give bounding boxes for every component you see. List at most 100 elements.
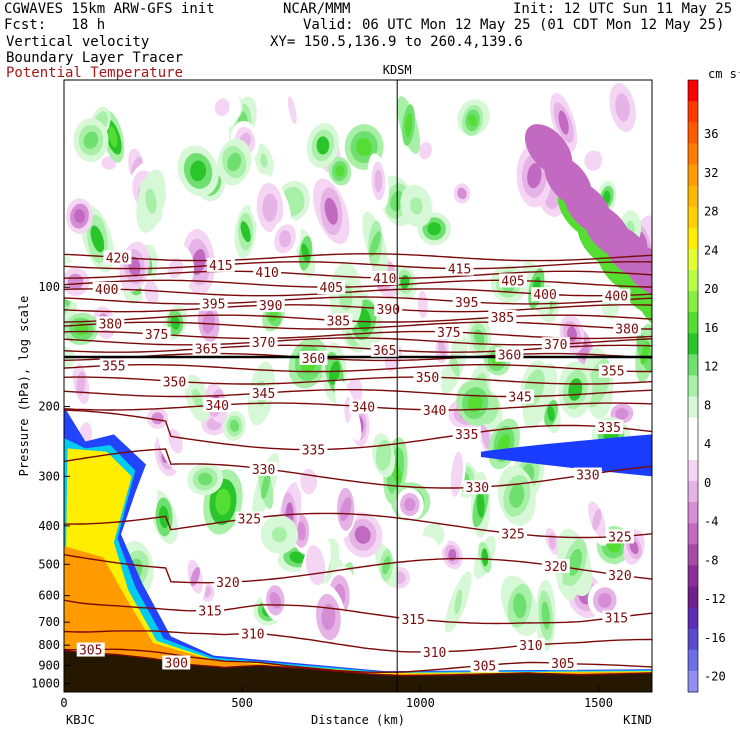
- colorbar-tick-label: -12: [704, 592, 726, 606]
- isentrope-label-bg: [598, 363, 627, 378]
- isentrope-line: [64, 512, 652, 539]
- w-cell: [229, 419, 239, 432]
- isentrope-label-bg: [516, 637, 545, 652]
- y-tick-label: 700: [38, 615, 60, 629]
- isentrope-label: 420: [106, 251, 129, 266]
- isentrope-label-layer: 300 305 305 305 310 310 310 315 315 315 320 320 320 3…: [76, 250, 642, 674]
- colorbar-swatch: [688, 143, 698, 165]
- w-cell: [374, 169, 383, 193]
- isentrope-line: [64, 253, 652, 262]
- isentrope-label-bg: [92, 281, 121, 296]
- colorbar-swatch: [688, 438, 698, 461]
- w-cell: [335, 165, 345, 177]
- w-cell: [74, 209, 85, 224]
- isentrope-label-bg: [196, 603, 225, 618]
- w-cell: [316, 136, 330, 155]
- isentrope-label: 330: [576, 469, 599, 484]
- isentrope-label-bg: [470, 658, 499, 673]
- isentrope-label-bg: [399, 612, 428, 627]
- w-cell: [321, 603, 336, 631]
- w-cell: [629, 540, 639, 555]
- colorbar-swatch: [688, 122, 698, 144]
- isentrope-line: [64, 389, 652, 398]
- w-cell: [467, 394, 483, 413]
- colorbar-swatch: [688, 269, 698, 292]
- w-cell: [481, 423, 491, 450]
- colorbar-tick-label: -8: [704, 553, 718, 567]
- isentrope-label: 320: [544, 560, 567, 575]
- colorbar-swatch: [688, 565, 698, 587]
- isentrope-line: [64, 279, 652, 288]
- x-axis-title: Distance (km): [311, 713, 405, 727]
- w-cell: [615, 93, 630, 122]
- header-field-boundary-layer: Boundary Layer Tracer: [6, 50, 184, 66]
- isentrope-label: 310: [423, 646, 446, 661]
- isentrope-label-bg: [103, 250, 132, 265]
- isentrope-label: 340: [423, 404, 446, 419]
- header-field-theta: Potential Temperature: [6, 65, 184, 81]
- terrain: [64, 650, 652, 692]
- w-cell: [262, 193, 278, 222]
- isentrope-label: 310: [241, 628, 264, 643]
- isentrope-label: 360: [302, 352, 325, 367]
- isentrope-label: 345: [508, 391, 531, 406]
- w-cell: [202, 310, 216, 334]
- y-tick-label: 100: [38, 280, 60, 294]
- tracer-layer: [480, 434, 652, 477]
- isentrope-label-bg: [602, 288, 631, 303]
- isentrope-label-bg: [199, 296, 228, 311]
- isentrope-label: 330: [252, 463, 275, 478]
- isentrope-label: 350: [416, 371, 439, 386]
- w-cell: [287, 96, 297, 125]
- colorbar-swatch: [688, 544, 698, 566]
- isentrope-label: 320: [216, 576, 239, 591]
- w-cell: [289, 551, 305, 564]
- isentrope-label: 340: [205, 399, 228, 414]
- colorbar-tick-label: 16: [704, 321, 718, 335]
- isentrope-label-bg: [370, 342, 399, 357]
- isentrope-label-bg: [413, 370, 442, 385]
- isentrope-label-bg: [434, 324, 463, 339]
- isentrope-label-bg: [142, 327, 171, 342]
- isentrope-label-bg: [162, 655, 191, 670]
- isentrope-label: 365: [195, 342, 218, 357]
- w-cell: [190, 160, 207, 182]
- colorbar: 36 32 28 24 20 16 12 8 4 0 -4 -8 -12 -16 -20: [687, 79, 726, 693]
- w-cell: [303, 474, 314, 489]
- isentrope-label-bg: [602, 610, 631, 625]
- isentrope-label: 335: [455, 428, 478, 443]
- colorbar-swatch: [688, 185, 698, 208]
- w-cell: [457, 187, 467, 200]
- isentrope-label: 350: [163, 375, 186, 390]
- isentrope-label: 315: [198, 604, 221, 619]
- isentrope-line: [64, 321, 652, 330]
- isentrope-label: 330: [466, 481, 489, 496]
- station-right-label: KIND: [623, 713, 652, 727]
- colorbar-swatch: [688, 312, 698, 334]
- isentrope-label: 380: [615, 322, 638, 337]
- isentrope-label: 400: [605, 290, 628, 305]
- isentrope-label: 305: [79, 644, 102, 659]
- plot-frame: [63, 79, 653, 693]
- colorbar-swatch: [688, 354, 698, 376]
- isentrope-label: 405: [320, 281, 343, 296]
- colorbar-swatch: [688, 80, 698, 102]
- station-mid-label: KDSM: [383, 63, 412, 77]
- colorbar-swatch: [688, 164, 698, 187]
- isentrope-label: 315: [401, 613, 424, 628]
- y-tick-label: 200: [38, 400, 60, 414]
- y-tick-label: 1000: [31, 677, 60, 691]
- isentrope-label: 380: [99, 317, 122, 332]
- header-model: CGWAVES 15km ARW-GFS init: [4, 1, 215, 17]
- colorbar-tick-label: 20: [704, 282, 718, 296]
- isentrope-label: 360: [498, 349, 521, 364]
- isentrope-label-bg: [488, 309, 517, 324]
- w-cell: [509, 483, 525, 508]
- isentrope-label: 375: [437, 326, 460, 341]
- isentrope-line: [64, 409, 652, 451]
- colorbar-tick-label: -4: [704, 515, 718, 529]
- colorbar-swatch: [688, 586, 698, 609]
- isentrope-label-bg: [249, 334, 278, 349]
- colorbar-swatch: [688, 375, 698, 398]
- isentrope-label-bg: [548, 656, 577, 671]
